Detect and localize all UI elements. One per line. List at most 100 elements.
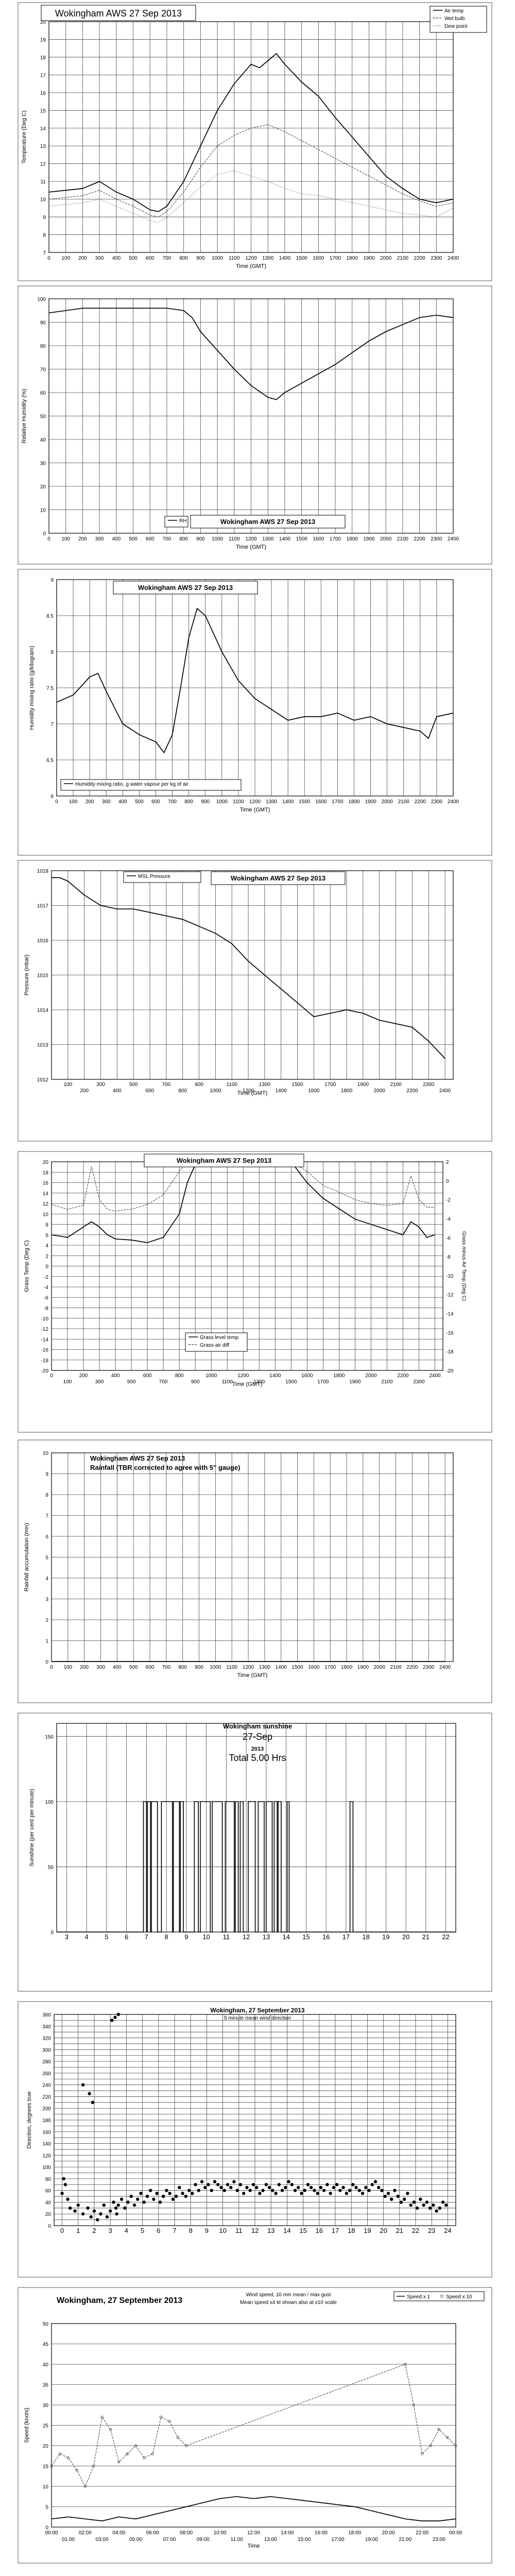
direction-point [303,2189,306,2192]
y-tick-label: 1012 [37,1077,49,1083]
title-box [113,581,258,595]
x-tick-label: 00:00 [449,2530,462,2536]
y-tick-label: -6 [44,1295,48,1301]
direction-point [171,2197,175,2201]
x-tick-label: 100 [61,256,70,261]
x-tick-label: 13 [267,2227,274,2234]
y-tick-label: 8.5 [46,614,54,619]
y-tick-label: 7 [45,1514,48,1519]
y-tick-label: 17 [40,73,46,78]
direction-point [367,2189,371,2192]
x-tick-label: 2 [92,2227,96,2234]
x-tick-label: 2300 [423,1665,435,1670]
panel-frame [18,1439,492,1703]
direction-point [329,2192,332,2195]
x-tick-label: 400 [112,536,121,542]
x-tick-label: 21:00 [399,2537,411,2543]
x-tick-label: 2300 [423,1082,435,1088]
x-tick-label: 0 [47,256,50,261]
y-tick-label: -12 [41,1327,49,1332]
gridlines [52,2323,456,2528]
speed-marker [437,2428,440,2431]
direction-point [399,2200,403,2204]
y-tick-label: -10 [41,1316,49,1322]
speed-marker [159,2416,163,2419]
legend-label: RH [179,518,186,524]
x-tick-label: 12:00 [247,2530,260,2536]
y-tick-label: 0 [50,1930,54,1936]
x-tick-label: 1400 [276,1088,287,1094]
direction-point [116,2203,120,2207]
x-tick-label: 5 [105,1933,108,1941]
x-tick-label: 2000 [374,1088,386,1094]
x-tick-label: 07:00 [163,2537,176,2543]
chart-panel-7: 0 50 100 150 3 4 5 6 7 8 9 10 11 12 13 14 15 16 17 18 19 20 21… [18,1713,492,1992]
direction-point [142,2200,146,2204]
x-tick-label: 06:00 [146,2530,159,2536]
x-tick-label: 2300 [431,799,443,805]
direction-point [119,2197,124,2201]
x-axis-label: Time (GMT) [237,1090,268,1096]
x-tick-label: 500 [127,1379,136,1385]
x-tick-label: 700 [163,256,171,261]
series-line-2 [51,2364,456,2487]
direction-point [197,2189,200,2192]
speed-marker [176,2436,180,2439]
y-tick-label: 6 [45,1534,48,1540]
x-tick-label: 16:00 [315,2530,328,2536]
x-tick-label: 1400 [279,536,291,542]
x-tick-label: 100 [61,536,70,542]
y-tick-label: 0 [45,1659,48,1665]
x-tick-label: 14 [282,1933,289,1941]
chart-subtitle: Wind speed, 10 min mean / max gust [246,2292,331,2298]
direction-point [419,2197,422,2201]
y-axis-label: Speed (knots) [24,2408,30,2443]
x-tick-label: 8 [165,1933,168,1941]
x-tick-label: 2300 [413,1379,425,1385]
x-tick-label: 2200 [406,1665,418,1670]
direction-point [115,2212,118,2216]
chart-title: Wokingham AWS 27 Sep 2013 [231,874,325,882]
x-tick-label: 2100 [381,1379,393,1385]
y-tick-label: 18 [40,55,46,61]
y2-axis-label: Grass minus Air Temp (Deg C) [461,1231,467,1301]
direction-point [178,2185,181,2190]
legend-label: Humidity mixing ratio, g water vapour pe… [75,782,189,787]
plot-border [51,2323,456,2528]
x-tick-label: 1200 [245,256,257,261]
x-tick-label: 00:00 [45,2530,58,2536]
x-tick-label: 2000 [380,256,392,261]
direction-point [96,2218,99,2222]
y-tick-label: 20 [43,1160,49,1165]
x-tick-label: 300 [96,1082,105,1088]
x-tick-label: 22:00 [416,2530,428,2536]
direction-point [444,2203,448,2207]
x-tick-label: 1800 [333,1373,345,1379]
y-tick-label: 150 [45,1734,54,1740]
y-tick-label: 1015 [37,973,49,979]
y-axis-label: Relative Humidity (%) [21,389,27,444]
x-axis-label: Time (GMT) [237,1672,268,1679]
x-tick-label: 800 [178,1665,187,1670]
direction-point [287,2180,290,2183]
x-tick-label: 4 [125,2227,128,2234]
y-tick-label: 50 [48,1865,54,1870]
speed-marker [75,2468,78,2472]
y-tick-label: 0 [43,531,46,537]
direction-point [60,2192,64,2195]
plot-border [48,298,454,534]
speed-marker [67,2456,70,2460]
x-tick-label: 600 [143,1373,152,1379]
direction-point [370,2183,374,2187]
direction-point [222,2189,226,2192]
direction-point [264,2183,268,2187]
series-group [48,308,454,400]
y2-tick-label: -16 [446,1330,454,1336]
x-tick-label: 1600 [308,1088,320,1094]
x-tick-label: 19 [382,1933,389,1941]
direction-point [89,2215,93,2219]
direction-point [219,2185,223,2190]
y-tick-label: 1013 [37,1043,49,1048]
